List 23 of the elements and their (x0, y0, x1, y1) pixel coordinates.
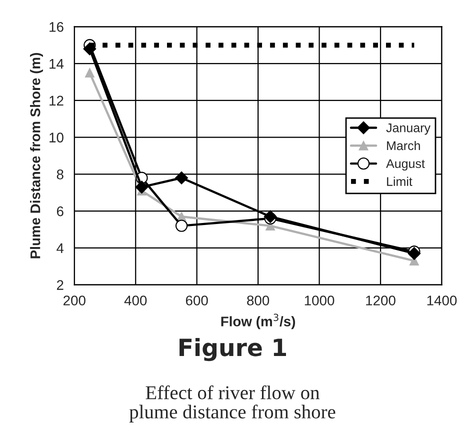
x-tick-label: 1200 (366, 296, 396, 306)
legend-label: August (386, 159, 425, 171)
x-tick-label: 800 (247, 296, 270, 306)
y-axis-title: Plume Distance from Shore (m) (30, 53, 43, 258)
x-tick-label: 1000 (304, 296, 334, 306)
x-tick-label: 1400 (427, 296, 457, 306)
x-tick-label: 200 (64, 296, 86, 306)
x-tick-label: 400 (124, 296, 147, 306)
y-tick-label: 10 (50, 132, 64, 142)
legend-label: March (387, 140, 420, 150)
x-axis-title: Flow (m$^{3}$/s) (221, 314, 296, 330)
y-tick-label: 12 (50, 96, 64, 106)
y-tick-label: 16 (50, 22, 64, 32)
x-tick-label: 600 (186, 296, 208, 306)
y-tick-label: 6 (56, 206, 64, 216)
y-tick-label: 8 (56, 170, 64, 180)
legend-label: January (386, 124, 430, 135)
text: Figure 1 (180, 338, 286, 362)
y-tick-label: 2 (56, 280, 64, 290)
legend-label: Limit (387, 176, 412, 186)
y-tick-label: 14 (50, 59, 64, 69)
y-tick-label: 4 (56, 243, 64, 253)
text: Effect of river flow on plume distance from shore (129, 385, 336, 422)
